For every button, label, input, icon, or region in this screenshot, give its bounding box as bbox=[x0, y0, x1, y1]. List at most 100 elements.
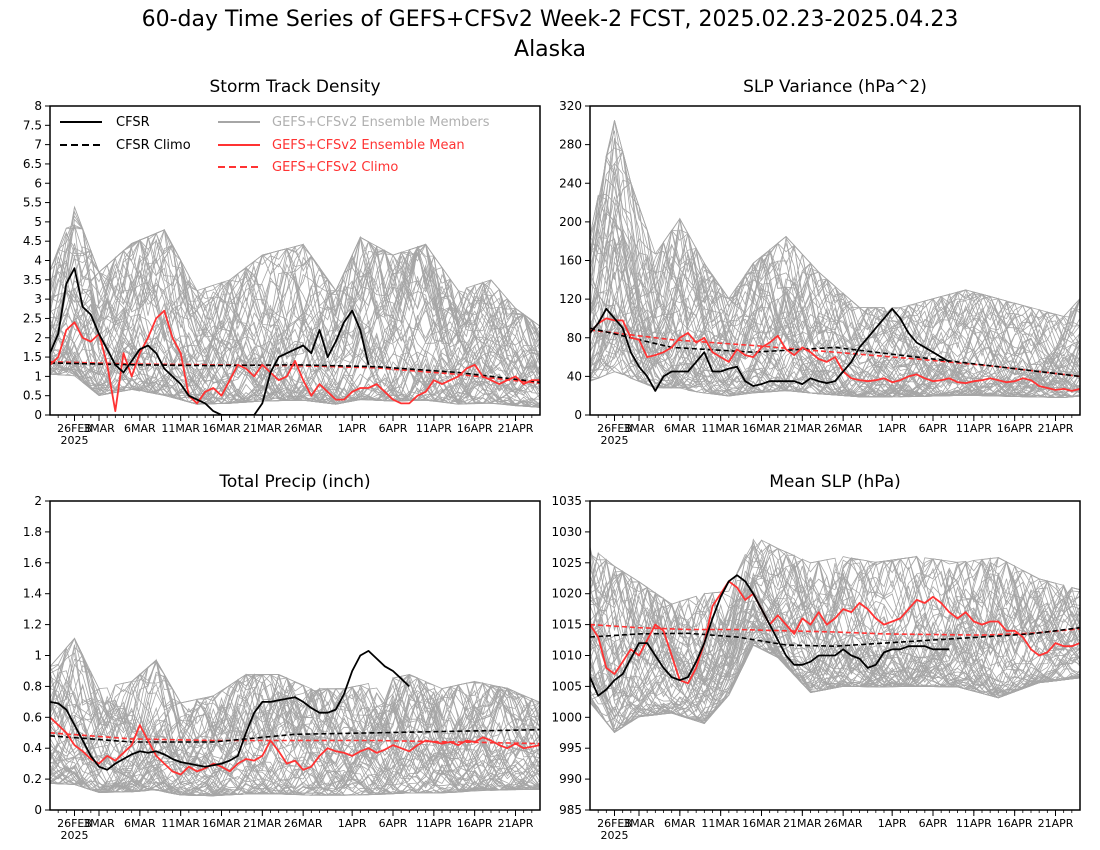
ensemble-member-line bbox=[50, 224, 540, 408]
ensemble-member-line bbox=[590, 181, 1080, 395]
y-tick-label: 1 bbox=[34, 649, 42, 663]
ensemble-member-line bbox=[590, 120, 1080, 397]
panel-total-precip: Total Precip (inch) 0 0.2 0.4 0.6 0.8 1 1.2 1.4… bbox=[23, 472, 541, 842]
y-tick-label: 1035 bbox=[551, 494, 582, 508]
ensemble-member-line bbox=[50, 243, 540, 404]
x-tick-label: 21APR bbox=[1038, 817, 1074, 830]
y-tick-label: 1.5 bbox=[23, 350, 42, 364]
ensemble-member-line bbox=[590, 559, 1080, 688]
legend-cfsr-label: CFSR bbox=[116, 115, 150, 130]
ensemble-member-line bbox=[50, 244, 540, 408]
ensemble-member-line bbox=[590, 558, 1080, 713]
x-tick-label: 16APR bbox=[457, 817, 493, 830]
series-gefs-cfsv2-ensemble-mean bbox=[50, 716, 540, 776]
ensemble-member-line bbox=[590, 541, 1080, 688]
ensemble-member-line bbox=[50, 681, 540, 793]
ensemble-member-line bbox=[50, 637, 540, 795]
ensemble-member-line bbox=[590, 541, 1080, 679]
x-tick-label: 11APR bbox=[416, 422, 452, 435]
series-cfsr-climo bbox=[590, 626, 1080, 648]
x-tick-label: 26MAR bbox=[824, 422, 863, 435]
y-tick-label: 995 bbox=[559, 741, 582, 755]
x-year-label: 2025 bbox=[601, 829, 629, 842]
ensemble-member-line bbox=[590, 154, 1080, 367]
ensemble-member-line bbox=[50, 227, 540, 402]
ensemble-member-line bbox=[590, 147, 1080, 398]
y-tick-label: 320 bbox=[559, 99, 582, 113]
plot-area bbox=[50, 637, 540, 797]
ensemble-member-line bbox=[590, 138, 1080, 396]
y-tick-label: 1025 bbox=[551, 556, 582, 570]
x-tick-label: 26MAR bbox=[284, 422, 323, 435]
y-tick-label: 1 bbox=[34, 369, 42, 383]
x-tick-label: 16MAR bbox=[202, 817, 241, 830]
x-tick-label: 6MAR bbox=[664, 422, 696, 435]
x-tick-label: 21MAR bbox=[783, 422, 822, 435]
legend-ens-climo-label: GEFS+CFSv2 Climo bbox=[272, 160, 398, 175]
x-tick-label: 11MAR bbox=[161, 422, 200, 435]
panel-title: SLP Variance (hPa^2) bbox=[743, 77, 927, 97]
x-tick-label: 11APR bbox=[956, 817, 992, 830]
x-tick-label: 1APR bbox=[878, 422, 907, 435]
x-tick-label: 26MAR bbox=[824, 817, 863, 830]
panel-title: Total Precip (inch) bbox=[218, 472, 370, 492]
ensemble-member-line bbox=[590, 555, 1080, 692]
x-tick-label: 1APR bbox=[878, 817, 907, 830]
ensemble-member-line bbox=[50, 658, 540, 792]
x-tick-label: 16APR bbox=[997, 817, 1033, 830]
ensemble-member-line bbox=[50, 362, 540, 405]
ensemble-member-line bbox=[590, 162, 1080, 397]
x-tick-label: 6MAR bbox=[124, 422, 156, 435]
ensemble-member-line bbox=[50, 218, 540, 405]
legend-members-label: GEFS+CFSv2 Ensemble Members bbox=[272, 115, 490, 130]
ensemble-member-line bbox=[50, 320, 540, 408]
series-cfsr bbox=[590, 307, 950, 392]
ensemble-member-line bbox=[590, 569, 1080, 711]
ensemble-member-line bbox=[590, 212, 1080, 386]
ensemble-member-line bbox=[50, 684, 540, 793]
series-cfsr-climo bbox=[50, 728, 540, 743]
ensemble-member-line bbox=[50, 674, 540, 785]
ensemble-member-line bbox=[590, 587, 1080, 726]
ensemble-member-line bbox=[590, 216, 1080, 381]
x-tick-label: 3MAR bbox=[83, 817, 115, 830]
ensemble-member-line bbox=[50, 681, 540, 797]
y-tick-label: 1.2 bbox=[23, 618, 42, 632]
panel-title: Mean SLP (hPa) bbox=[769, 472, 901, 492]
x-tick-label: 6APR bbox=[919, 422, 948, 435]
ensemble-member-line bbox=[590, 263, 1080, 378]
x-tick-label: 16MAR bbox=[202, 422, 241, 435]
ensemble-member-line bbox=[50, 659, 540, 792]
y-tick-label: 7.5 bbox=[23, 118, 42, 132]
y-tick-label: 2 bbox=[34, 494, 42, 508]
y-tick-label: 120 bbox=[559, 292, 582, 306]
y-tick-label: 5 bbox=[34, 215, 42, 229]
ensemble-member-line bbox=[50, 229, 540, 343]
series-gefs-cfsv2-ensemble-mean bbox=[590, 580, 1080, 685]
y-tick-label: 240 bbox=[559, 176, 582, 190]
panel-title: Storm Track Density bbox=[209, 77, 380, 97]
x-tick-label: 26MAR bbox=[284, 817, 323, 830]
y-tick-label: 990 bbox=[559, 772, 582, 786]
ensemble-member-line bbox=[50, 312, 540, 408]
ensemble-member-line bbox=[50, 247, 540, 395]
x-tick-label: 6MAR bbox=[664, 817, 696, 830]
x-tick-label: 21APR bbox=[498, 817, 534, 830]
ensemble-member-line bbox=[50, 721, 540, 796]
x-tick-label: 26FEB bbox=[57, 817, 92, 830]
x-tick-label: 16MAR bbox=[742, 817, 781, 830]
y-tick-label: 0 bbox=[34, 803, 42, 817]
x-tick-label: 6MAR bbox=[124, 817, 156, 830]
x-tick-label: 3MAR bbox=[623, 817, 655, 830]
ensemble-member-line bbox=[50, 235, 540, 386]
ensemble-member-line bbox=[590, 196, 1080, 381]
y-tick-label: 8 bbox=[34, 99, 42, 113]
ensemble-member-line bbox=[50, 305, 540, 408]
series-cfsr bbox=[590, 574, 950, 697]
x-tick-label: 21APR bbox=[1038, 422, 1074, 435]
y-tick-label: 200 bbox=[559, 215, 582, 229]
x-tick-label: 16MAR bbox=[742, 422, 781, 435]
x-tick-label: 16APR bbox=[457, 422, 493, 435]
series-gefs-cfsv2-climo bbox=[50, 732, 540, 745]
